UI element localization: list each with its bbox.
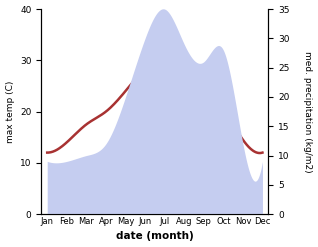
X-axis label: date (month): date (month) xyxy=(116,231,194,242)
Y-axis label: max temp (C): max temp (C) xyxy=(5,80,15,143)
Y-axis label: med. precipitation (kg/m2): med. precipitation (kg/m2) xyxy=(303,51,313,172)
